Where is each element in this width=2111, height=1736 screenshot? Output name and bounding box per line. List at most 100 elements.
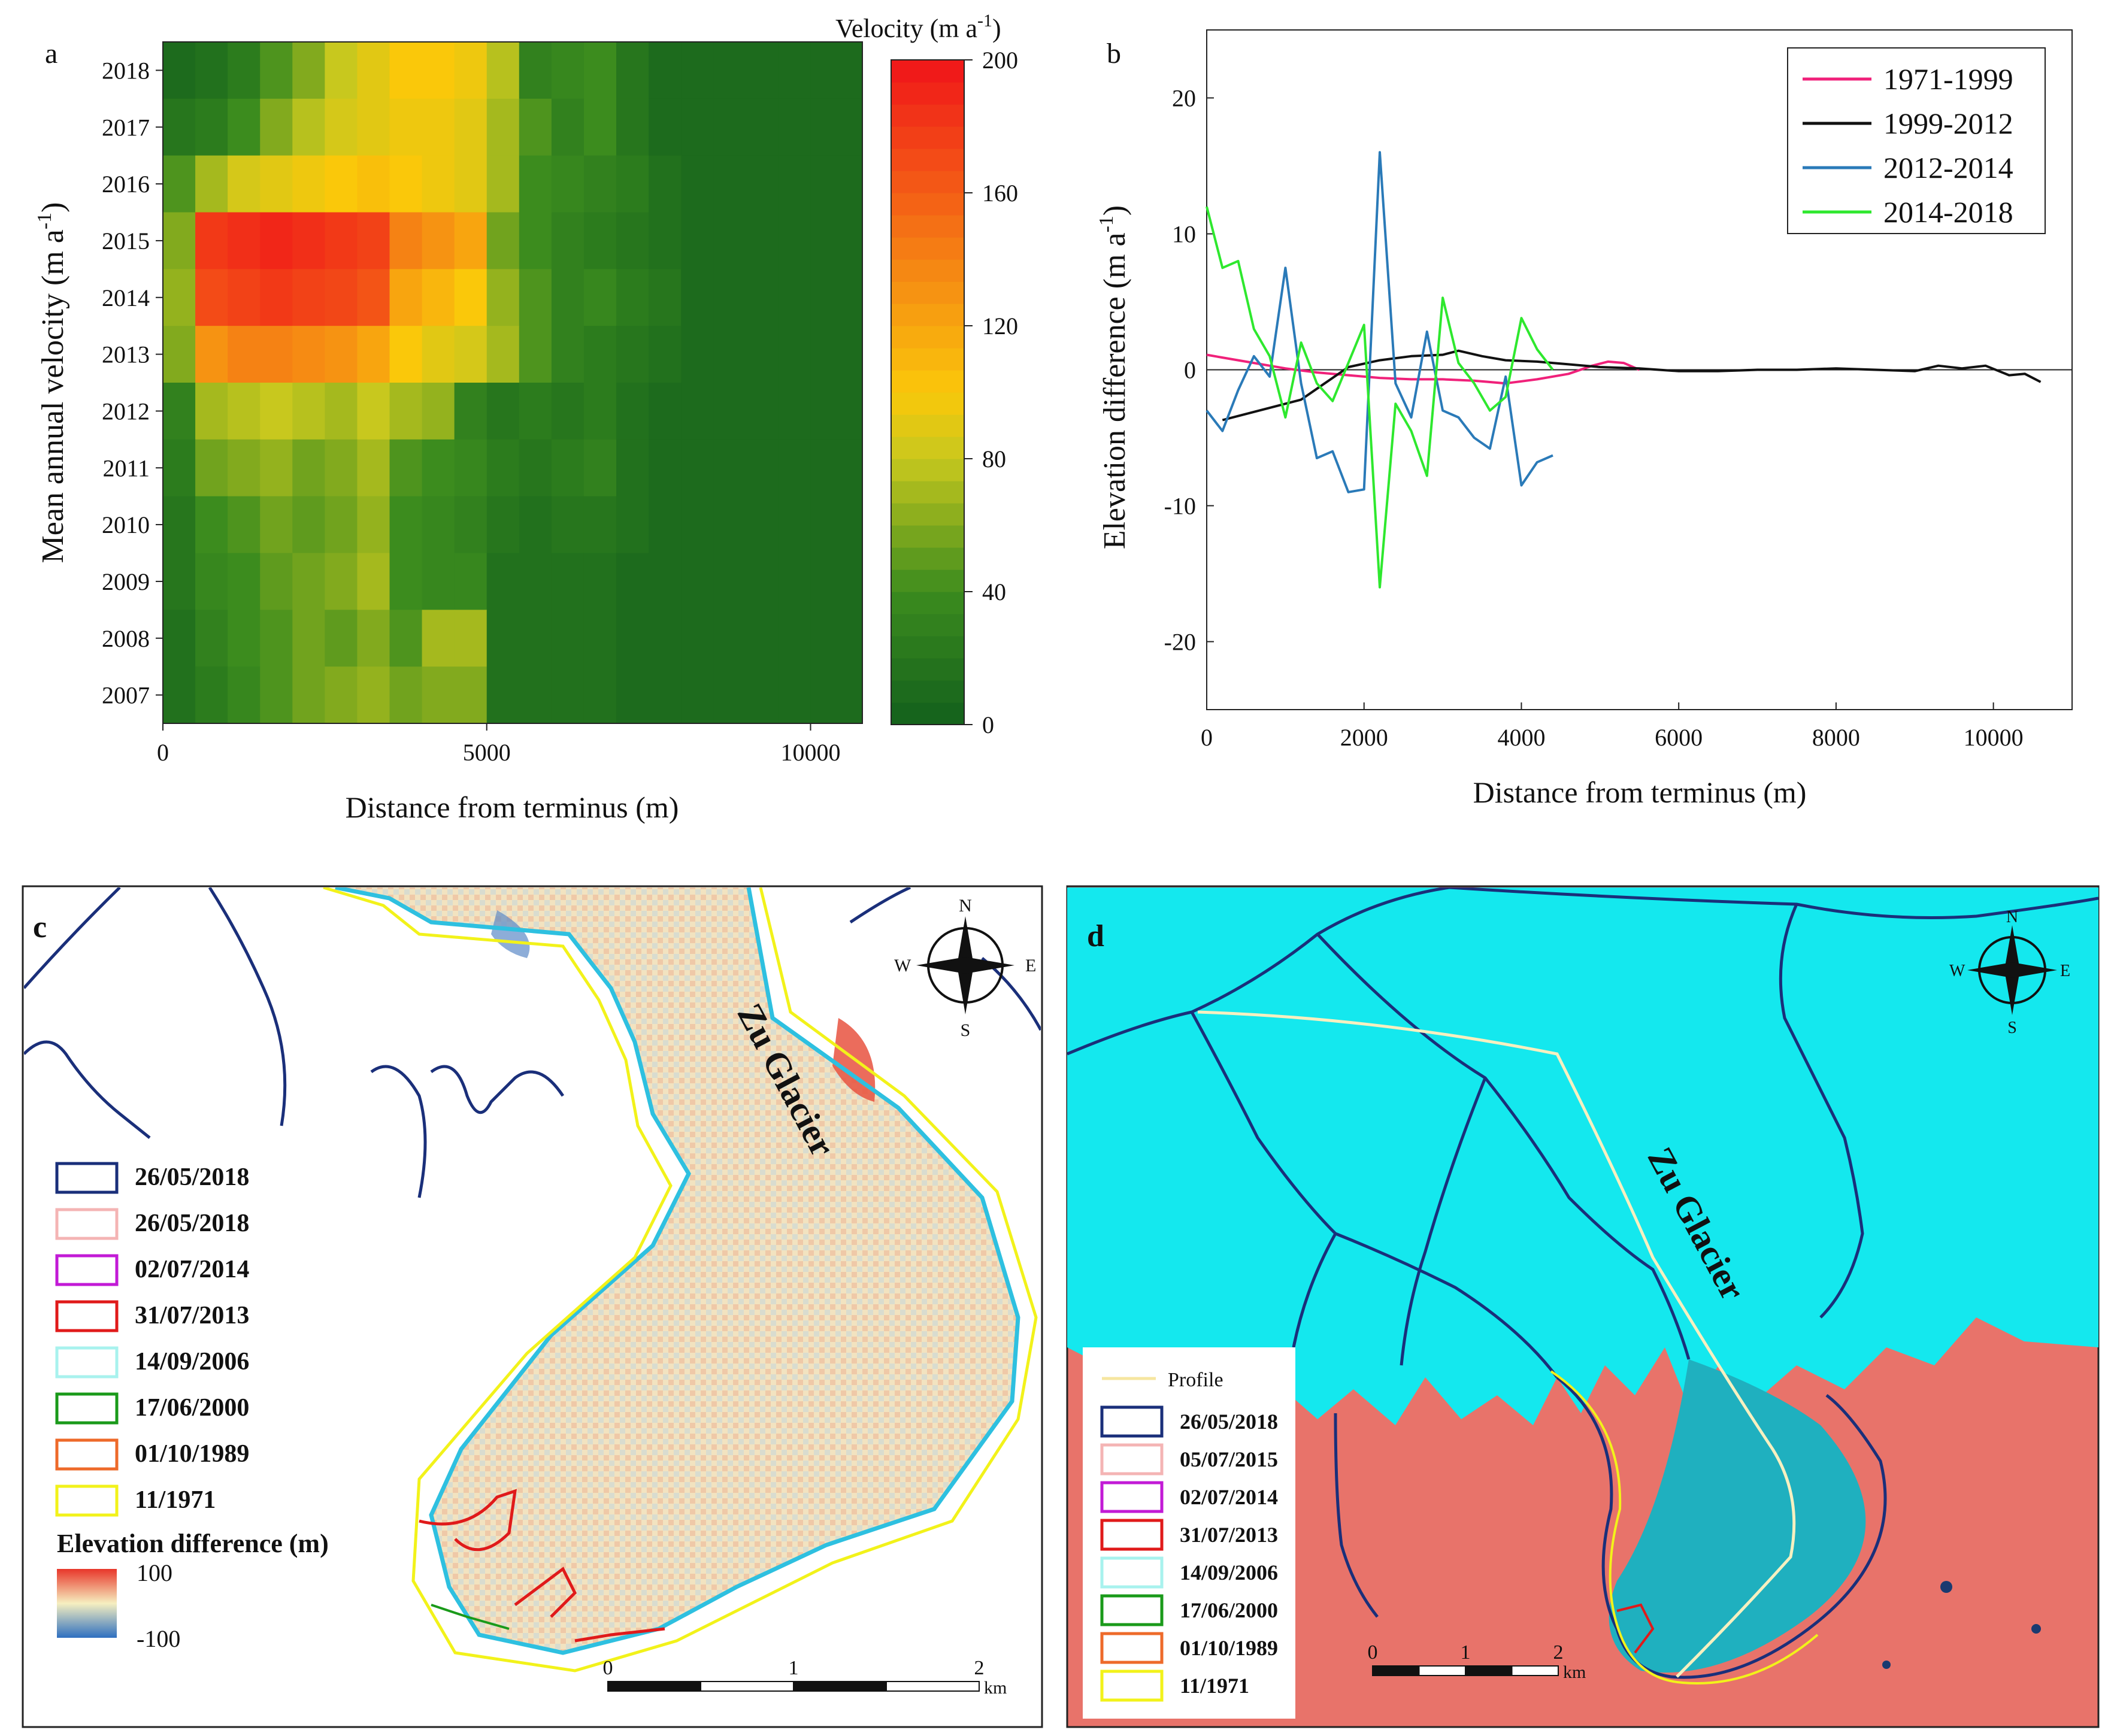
heatmap-cell (486, 496, 520, 554)
panel-c-compass: N S E W (894, 896, 1036, 1040)
heatmap-cell (746, 326, 779, 383)
colorbar-band (891, 414, 964, 437)
panel-d-label: d (1087, 919, 1104, 953)
heatmap-cell (778, 212, 811, 269)
heatmap-cell (228, 610, 261, 667)
heatmap-x-axis-label: Distance from terminus (m) (346, 790, 679, 824)
heatmap-cell (810, 553, 844, 610)
heatmap-cell (843, 269, 863, 326)
legend-swatch (55, 1162, 119, 1194)
ice-divide-top (1067, 887, 2098, 1056)
heatmap-cell (681, 212, 714, 269)
heatmap-cells (163, 42, 863, 724)
heatmap-cell (325, 553, 358, 610)
profile-line (1197, 1010, 1796, 1678)
heatmap-cell (778, 666, 811, 724)
heatmap-cell (422, 439, 455, 497)
heatmap-cell (163, 155, 196, 213)
colorbar-band (891, 525, 964, 548)
heatmap-cell (357, 269, 390, 326)
heatmap-cell (616, 326, 649, 383)
legend-swatch (1100, 1519, 1164, 1551)
heatmap-cell (389, 269, 423, 326)
heatmap-cell (422, 383, 455, 440)
ice-divide-west (1190, 1011, 1558, 1379)
x-tick-label: 0 (157, 739, 169, 766)
heatmap-cell (843, 439, 863, 497)
heatmap-cell (292, 439, 325, 497)
heatmap-cell (389, 155, 423, 213)
heatmap-cell (163, 212, 196, 269)
legend-date: 02/07/2014 (1180, 1485, 1278, 1509)
heatmap-cell (649, 666, 682, 724)
glacier-margin-1971 (1550, 1370, 1819, 1685)
heatmap-cell (843, 496, 863, 554)
heatmap-cell (810, 155, 844, 213)
heatmap-cell (583, 496, 617, 554)
ice-divide-east (1779, 903, 1864, 1319)
panel-c-label: c (33, 910, 47, 944)
colorbar-band (891, 281, 964, 304)
legend-date: 26/05/2018 (1180, 1410, 1278, 1434)
heatmap-cell (649, 439, 682, 497)
heatmap-cell (519, 98, 552, 156)
outline-2013-center (514, 1567, 577, 1618)
heatmap-cell (616, 666, 649, 724)
scale-label: 0 (603, 1657, 613, 1679)
colorbar-band (891, 459, 964, 481)
heatmap-frame (162, 41, 863, 724)
series-line-2012-2014 (1206, 151, 1553, 493)
heatmap-cell (551, 269, 584, 326)
legend-date: 11/1971 (135, 1486, 216, 1514)
compass-s: S (961, 1020, 971, 1040)
heatmap-cell (389, 42, 423, 99)
heatmap-cell (195, 98, 228, 156)
heatmap-cell (195, 42, 228, 99)
heatmap-cell (616, 269, 649, 326)
heatmap-cell (681, 553, 714, 610)
heatmap-cell (422, 155, 455, 213)
heatmap-cell (713, 610, 746, 667)
legend-date: 17/06/2000 (1180, 1598, 1278, 1622)
legend-swatch (55, 1438, 119, 1471)
heatmap-y-axis-label: Mean annual velocity (m a-1) (34, 202, 70, 563)
heatmap-cell (583, 98, 617, 156)
panel-b: b -20 -10 0 10 20 0 2000 4000 6000 8000 10000 1971… (1066, 3, 2099, 829)
heatmap-cell (163, 610, 196, 667)
heatmap-cell (519, 326, 552, 383)
heatmap-cell (292, 496, 325, 554)
heatmap-cell (389, 98, 423, 156)
heatmap-cell (292, 553, 325, 610)
elevation-legend-title: Elevation difference (m) (57, 1529, 329, 1558)
scale-unit: km (1563, 1662, 1586, 1682)
scale-segment (1372, 1665, 1420, 1676)
glacier-margin-2018 (1334, 1376, 1887, 1679)
heatmap-cell (195, 666, 228, 724)
colorbar-band (891, 636, 964, 659)
colorbar-band (891, 392, 964, 415)
x-tick-label: 10000 (1964, 724, 2024, 751)
heatmap-cell (649, 496, 682, 554)
heatmap-cell (357, 212, 390, 269)
velocity-colorbar (891, 60, 964, 725)
heatmap-cell (519, 155, 552, 213)
heatmap-cell (551, 98, 584, 156)
heatmap-cell (486, 269, 520, 326)
outline-left-ridge (24, 887, 121, 989)
outline-1971-yellow (323, 887, 1038, 1673)
legend-date: 01/10/1989 (135, 1440, 249, 1468)
heatmap-cell (519, 42, 552, 99)
heatmap-cell (228, 326, 261, 383)
heatmap-cell (843, 666, 863, 724)
scale-segment (1465, 1665, 1513, 1676)
colorbar-band (891, 60, 964, 83)
heatmap-cell (422, 666, 455, 724)
x-tick-label: 8000 (1812, 724, 1860, 751)
heatmap-cell (163, 439, 196, 497)
heatmap-cell (681, 42, 714, 99)
heatmap-cell (843, 610, 863, 667)
legend-swatch (1100, 1405, 1164, 1438)
heatmap-cell (422, 326, 455, 383)
heatmap-cell (454, 269, 487, 326)
scale-segment (607, 1681, 701, 1692)
